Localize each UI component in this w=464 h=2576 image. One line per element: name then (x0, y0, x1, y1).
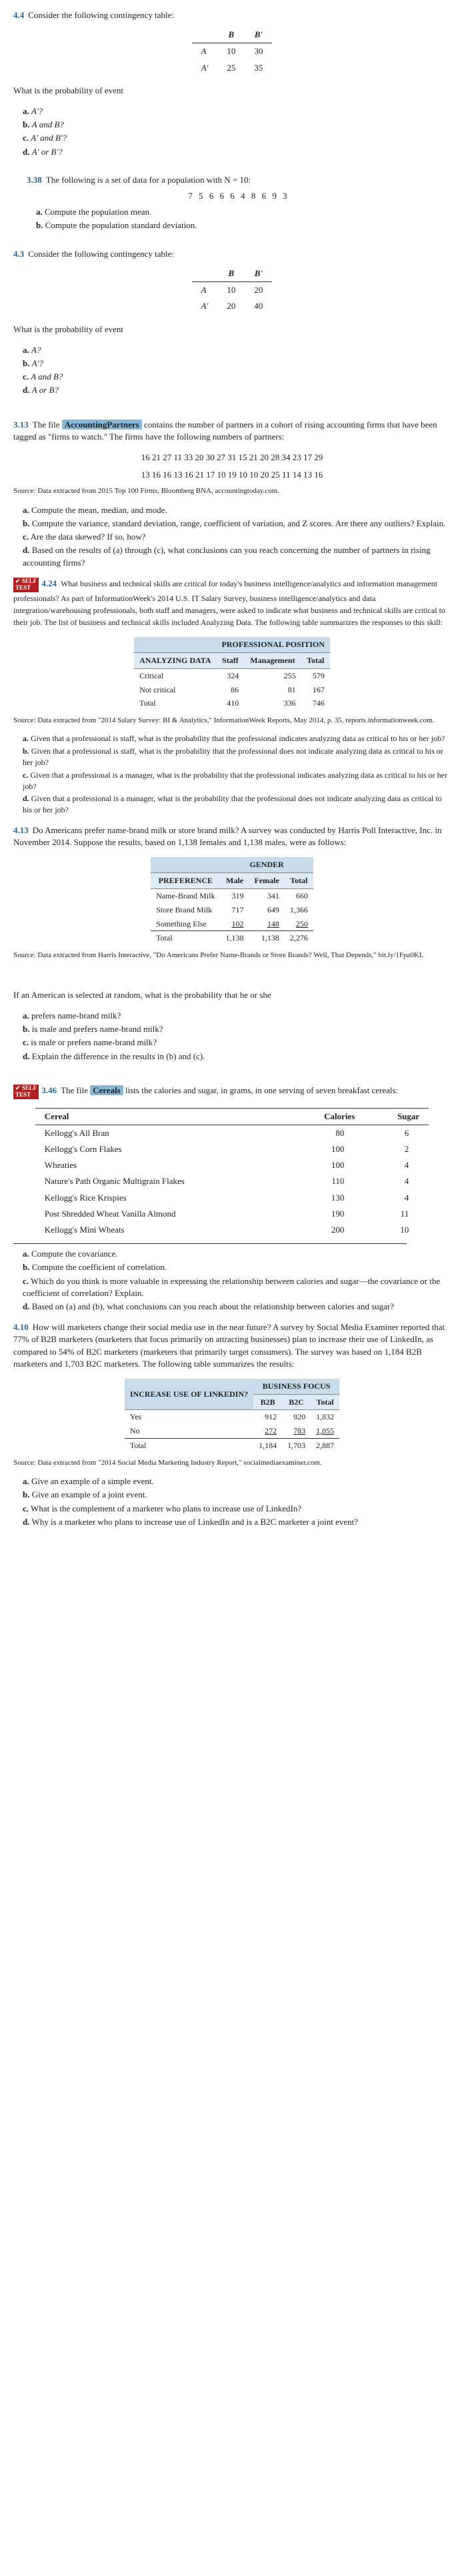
gender-table: GENDER PREFERENCEMaleFemaleTotal Name-Br… (151, 857, 313, 945)
q-3-38: 3.38The following is a set of data for a… (27, 174, 451, 232)
q-3-46: SELFTEST3.46The file Cereals lists the c… (13, 1085, 451, 1313)
linkedin-table: INCREASE USE OF LINKEDIN?BUSINESS FOCUS … (125, 1379, 339, 1453)
q-4-10: 4.10How will marketers change their soci… (13, 1321, 451, 1528)
contingency-table-44: BB' A1030 A'2535 (192, 27, 273, 76)
professional-table: PROFESSIONAL POSITION ANALYZING DATAStaf… (134, 637, 330, 710)
contingency-table-43: BB' A1020 A'2040 (192, 265, 273, 315)
q-intro: Consider the following contingency table… (28, 10, 174, 20)
cereal-table: CerealCaloriesSugar Kellogg's All Bran80… (35, 1108, 429, 1239)
source-note: Source: Data extracted from 2015 Top 100… (13, 486, 451, 496)
file-chip: Cereals (90, 1085, 123, 1095)
q-4-13: 4.13Do Americans prefer name-brand milk … (13, 824, 451, 1063)
q-3-13: 3.13The file AccountingPartners contains… (13, 419, 451, 569)
q-num: 4.4 (13, 10, 24, 20)
q-4-24: SELFTEST4.24What business and technical … (13, 578, 451, 816)
prob-of-event: What is the probability of event (13, 85, 451, 97)
q-4-4: 4.4 Consider the following contingency ta… (13, 9, 451, 158)
data-values: 7 5 6 6 6 4 8 6 9 3 (27, 190, 451, 202)
self-test-badge: SELFTEST (13, 1085, 39, 1099)
self-test-badge: SELFTEST (13, 578, 39, 592)
q-4-3: 4.3Consider the following contingency ta… (13, 248, 451, 397)
file-chip: AccountingPartners (62, 420, 142, 430)
